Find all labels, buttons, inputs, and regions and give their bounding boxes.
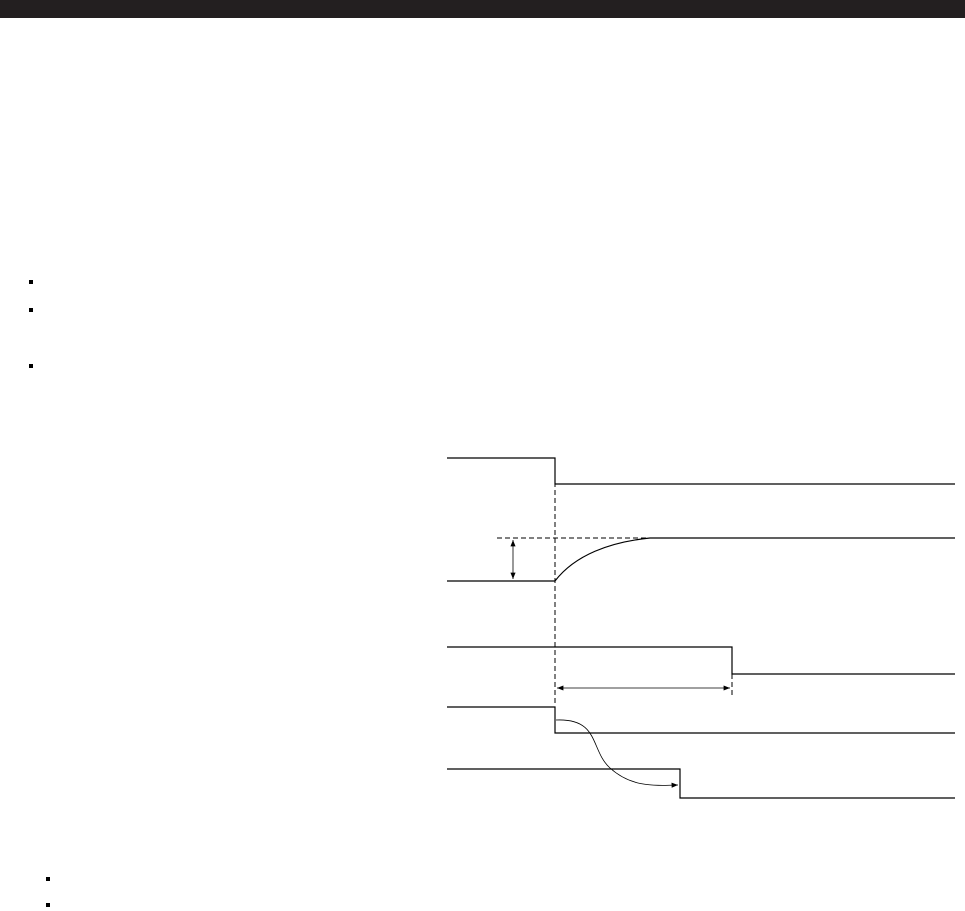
signal-1 — [447, 457, 955, 485]
signal-5 — [447, 768, 955, 799]
signal-4 — [447, 706, 955, 734]
bullet — [46, 877, 50, 881]
header-bar — [0, 0, 965, 18]
timing-diagram — [447, 457, 955, 799]
bullet — [29, 280, 33, 284]
signal-2 — [447, 537, 955, 582]
bullet — [29, 308, 33, 312]
cause-arrow — [555, 719, 679, 788]
bullet — [29, 364, 33, 368]
bullets — [29, 280, 50, 907]
signal-3 — [447, 646, 955, 675]
bullet — [46, 903, 50, 907]
